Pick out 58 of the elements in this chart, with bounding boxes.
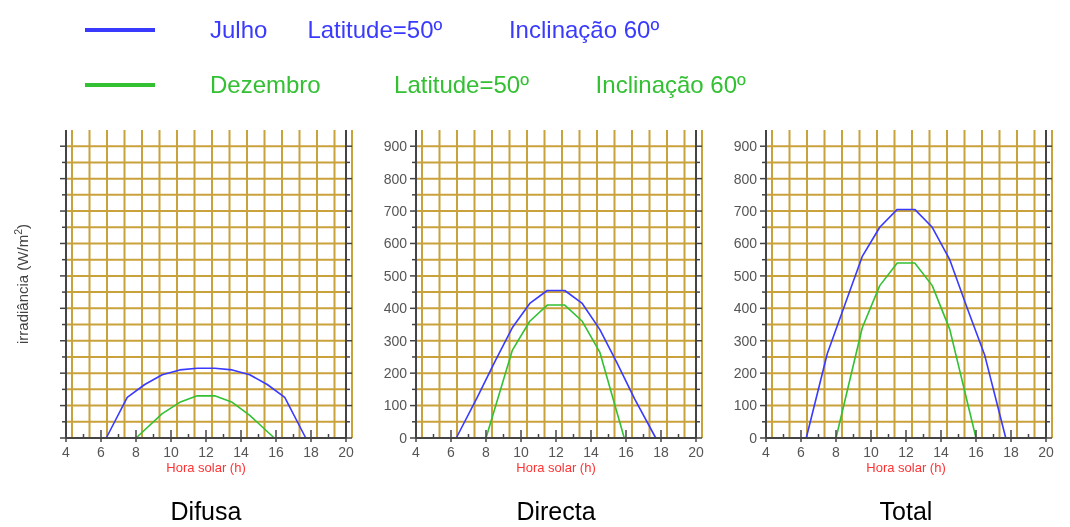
- x-tick-label: 18: [1003, 444, 1019, 460]
- y-tick-label: 300: [733, 332, 758, 349]
- y-tick-label: 800: [733, 170, 758, 187]
- text: Difusa: [170, 497, 242, 525]
- x-tick-label: 6: [97, 444, 106, 460]
- y-tick-label: 0: [749, 429, 758, 446]
- x-tick-label: 6: [797, 444, 806, 460]
- y-tick-label: 300: [383, 332, 408, 349]
- x-tick-label: 8: [482, 444, 491, 460]
- x-tick-label: 20: [1038, 444, 1054, 460]
- y-tick-label: 700: [733, 202, 758, 219]
- x-axis-title: Hora solar (h): [516, 460, 596, 475]
- x-tick-label: 10: [163, 444, 179, 460]
- x-tick-label: 12: [198, 444, 214, 460]
- x-tick-label: 12: [898, 444, 914, 460]
- y-tick-label: 900: [733, 138, 758, 155]
- y-tick-label: 100: [733, 397, 758, 414]
- y-tick-label: 500: [383, 267, 408, 284]
- x-axis-title: Hora solar (h): [866, 460, 946, 475]
- line-series: [485, 304, 626, 439]
- x-tick-label: 20: [688, 444, 704, 460]
- x-tick-label: 10: [863, 444, 879, 460]
- y-tick-label: 200: [733, 365, 758, 382]
- legend-label: Julho Latitude=50º Inclinação 60º: [210, 16, 660, 44]
- x-tick-label: 4: [762, 444, 771, 460]
- x-tick-label: 16: [268, 444, 284, 460]
- x-tick-label: 16: [968, 444, 984, 460]
- y-tick-label: 400: [733, 300, 758, 317]
- x-tick-label: 10: [513, 444, 529, 460]
- x-tick-label: 14: [233, 444, 249, 460]
- y-tick-label: 400: [383, 300, 408, 317]
- y-tick-label: 700: [383, 202, 408, 219]
- y-tick-label: 600: [733, 235, 758, 252]
- x-tick-label: 20: [338, 444, 354, 460]
- y-tick-label: 900: [383, 138, 408, 155]
- x-tick-label: 6: [447, 444, 456, 460]
- y-tick-label: 600: [383, 235, 408, 252]
- legend-label: Dezembro Latitude=50º Inclinação 60º: [210, 71, 747, 99]
- x-tick-label: 18: [653, 444, 669, 460]
- y-tick-label: 0: [399, 429, 408, 446]
- line-series: [805, 208, 1007, 439]
- text: Directa: [516, 497, 596, 525]
- y-tick-label: 200: [383, 365, 408, 382]
- x-tick-label: 4: [62, 444, 71, 460]
- x-tick-label: 18: [303, 444, 319, 460]
- x-tick-label: 12: [548, 444, 564, 460]
- y-tick-label: 100: [383, 397, 408, 414]
- x-tick-label: 4: [412, 444, 421, 460]
- line-series: [455, 289, 657, 439]
- y-tick-label: 800: [383, 170, 408, 187]
- x-axis-title: Hora solar (h): [166, 460, 246, 475]
- y-tick-label: 500: [733, 267, 758, 284]
- x-tick-label: 8: [832, 444, 841, 460]
- x-tick-label: 8: [132, 444, 141, 460]
- x-tick-label: 14: [933, 444, 949, 460]
- text: Total: [879, 497, 933, 525]
- x-tick-label: 14: [583, 444, 599, 460]
- x-tick-label: 16: [618, 444, 634, 460]
